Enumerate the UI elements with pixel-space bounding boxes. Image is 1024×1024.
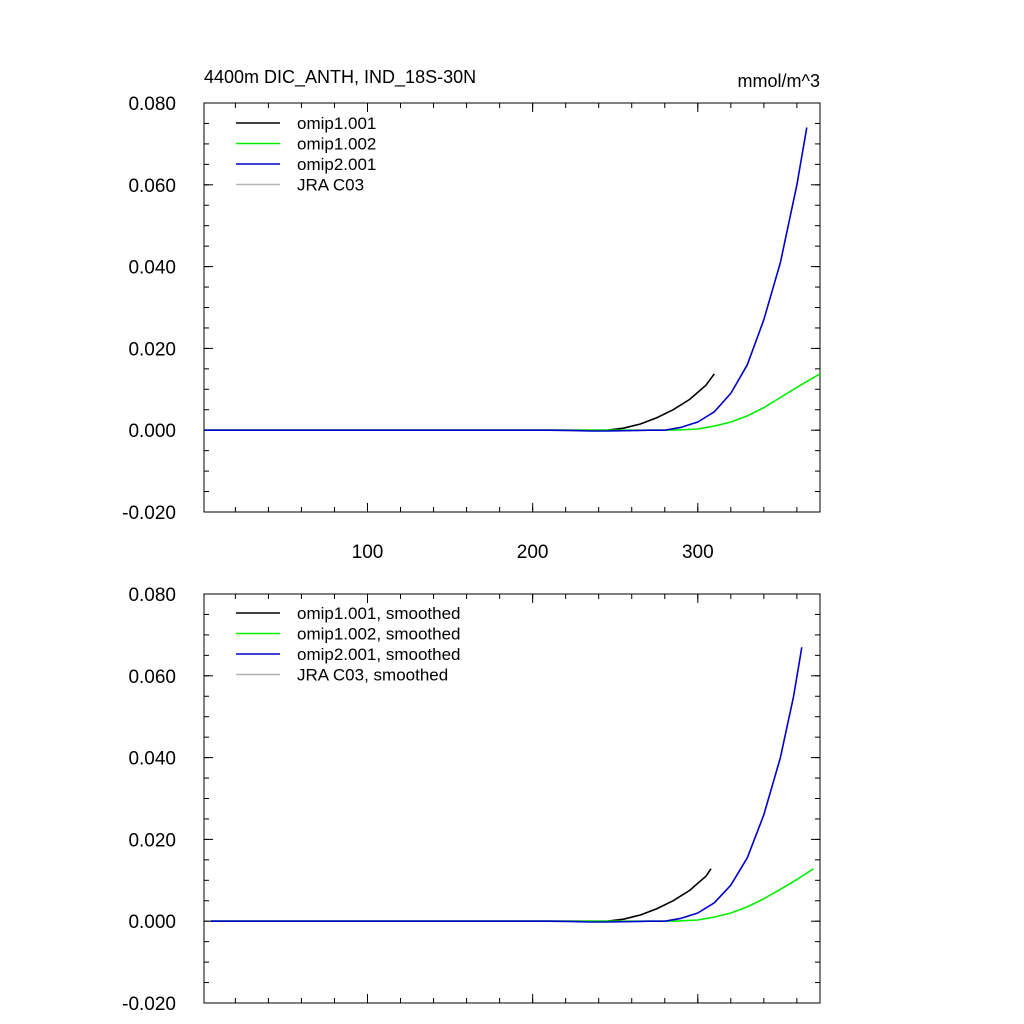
legend-label: omip1.002: [297, 135, 376, 154]
bottom-panel: -0.020 0.000 0.020 0.040 0.060 0.080 omip1.001…: [122, 585, 821, 1015]
x-tick-label: 100: [352, 542, 384, 563]
legend-label: JRA C03: [297, 176, 364, 195]
units-label: mmol/m^3: [738, 71, 820, 91]
y-tick-label: 0.020: [128, 339, 176, 360]
legend-label: omip2.001: [297, 155, 376, 174]
x-tick-label: 300: [682, 542, 714, 563]
series-line-0: [204, 373, 715, 432]
y-tick-label: -0.020: [122, 503, 176, 524]
y-tick-label: 0.080: [128, 94, 176, 115]
y-tick-label: 0.000: [128, 912, 176, 933]
legend-label: JRA C03, smoothed: [297, 666, 448, 685]
series-line-1: [204, 373, 821, 432]
legend-label: omip1.001: [297, 114, 376, 133]
y-tick-label: 0.060: [128, 176, 176, 197]
top-panel: -0.020 0.000 0.020 0.040 0.060 0.080 100 200 300…: [122, 94, 821, 563]
series-line-2: [204, 127, 808, 432]
y-tick-label: 0.060: [128, 667, 176, 688]
y-tick-label: 0.040: [128, 749, 176, 770]
y-tick-label: 0.040: [128, 258, 176, 279]
chart-title: 4400m DIC_ANTH, IND_18S-30N: [204, 67, 476, 88]
series-line-1: [210, 868, 814, 923]
y-tick-label: 0.000: [128, 421, 176, 442]
y-tick-label: 0.020: [128, 830, 176, 851]
legend-label: omip1.001, smoothed: [297, 604, 461, 623]
y-tick-label: 0.080: [128, 585, 176, 606]
series-line-2: [210, 647, 803, 923]
series-line-0: [210, 868, 712, 923]
legend-label: omip1.002, smoothed: [297, 625, 461, 644]
y-tick-label: -0.020: [122, 994, 176, 1015]
legend-label: omip2.001, smoothed: [297, 645, 461, 664]
x-tick-label: 200: [517, 542, 549, 563]
